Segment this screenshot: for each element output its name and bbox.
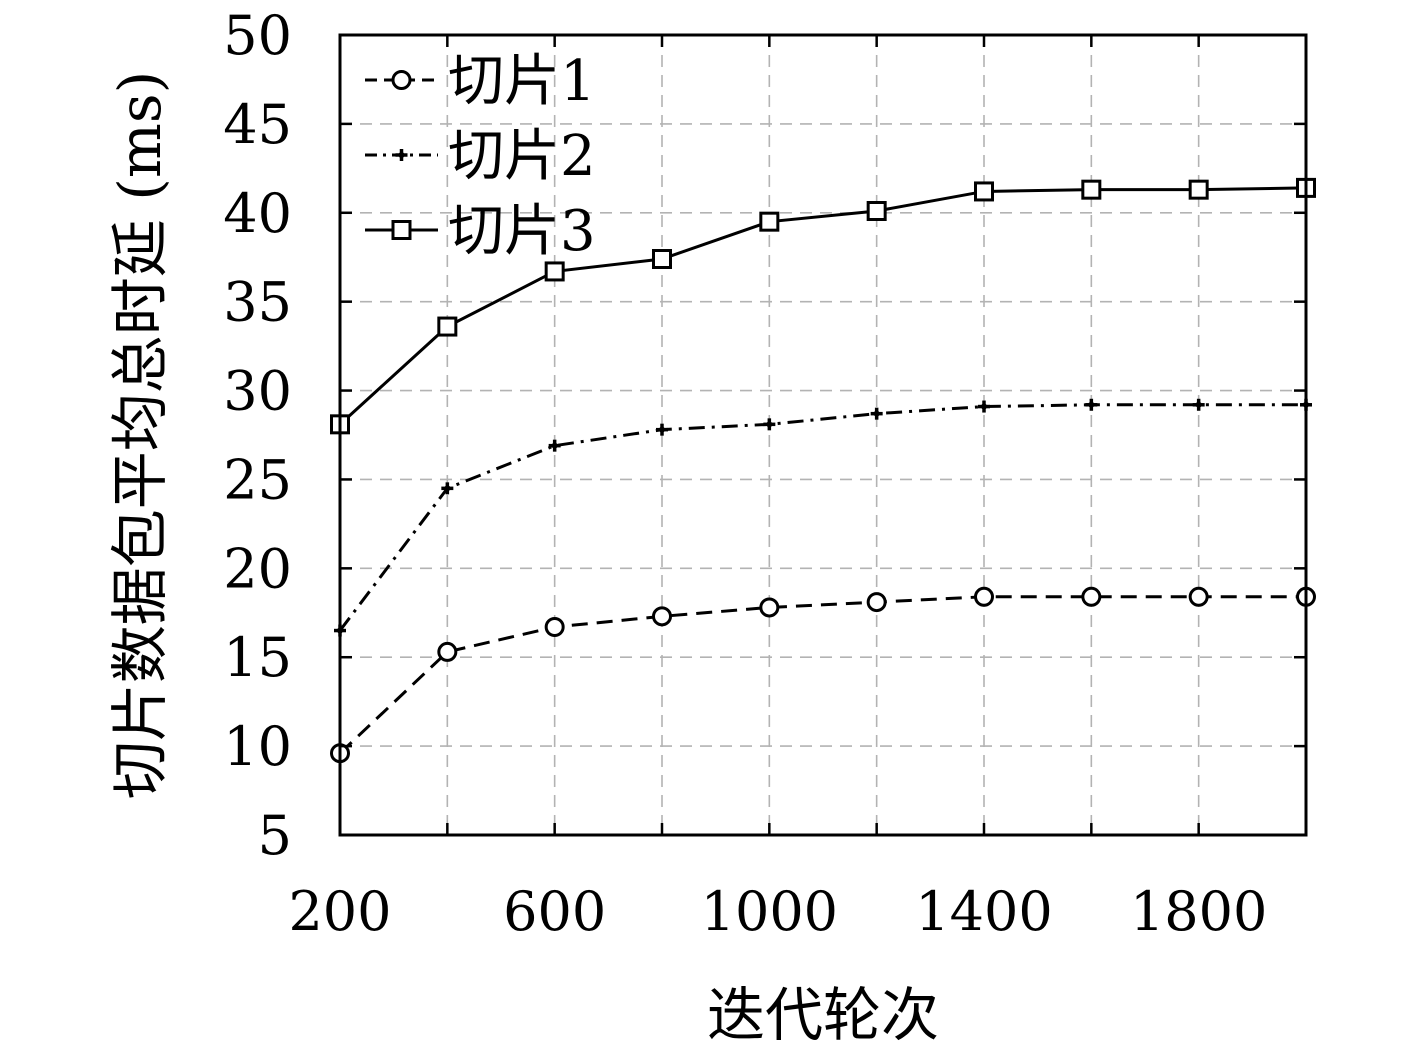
y-tick-label: 50 <box>223 4 292 67</box>
point-marker-plus <box>870 407 883 420</box>
plus-dot <box>551 442 558 449</box>
point-marker-circle <box>652 606 672 627</box>
point-marker-plus <box>395 149 408 161</box>
x-tick-label: 1000 <box>701 880 838 943</box>
y-tick-label: 30 <box>223 360 292 423</box>
x-tick-label: 1400 <box>915 880 1052 943</box>
point-marker-plus <box>763 418 776 431</box>
legend-entry-2: 切片2 <box>365 124 596 189</box>
point-marker-plus <box>656 423 668 436</box>
point-marker-circle <box>974 586 994 607</box>
point-marker-square <box>1188 179 1209 200</box>
point-marker-circle <box>759 597 780 618</box>
point-marker-plus <box>441 482 454 495</box>
point-marker-circle <box>544 617 565 637</box>
plus-dot <box>873 410 880 417</box>
series-2 <box>334 398 1312 637</box>
point-marker-plus <box>1085 398 1098 411</box>
plot-frame <box>338 33 1308 837</box>
series-line <box>338 403 1306 632</box>
legend-label: 切片2 <box>448 124 596 189</box>
point-marker-plus <box>978 400 990 413</box>
point-marker-circle <box>1081 586 1102 607</box>
y-axis-title: 切片数据包平均总时延 (ms) <box>106 71 174 799</box>
plus-dot <box>659 426 665 433</box>
y-tick-label: 25 <box>223 448 292 511</box>
point-marker-circle <box>437 641 458 662</box>
point-marker-square <box>759 211 780 232</box>
point-marker-square <box>391 220 412 240</box>
legend-entry-3: 切片3 <box>365 199 596 264</box>
y-tick-label: 5 <box>258 804 292 867</box>
point-marker-plus <box>1192 398 1205 411</box>
point-marker-plus <box>548 439 561 452</box>
point-marker-circle <box>1188 586 1209 607</box>
y-tick-label: 35 <box>223 271 292 334</box>
point-marker-circle <box>866 592 887 613</box>
plus-dot <box>1088 401 1095 408</box>
point-marker-square <box>652 249 672 269</box>
series-3 <box>330 177 1316 435</box>
x-tick-label: 200 <box>288 880 391 943</box>
y-tick-label: 20 <box>223 537 292 600</box>
point-marker-square <box>544 261 565 282</box>
x-tick-label: 600 <box>503 880 606 943</box>
y-tick-label: 40 <box>223 182 292 245</box>
point-marker-square <box>437 316 458 337</box>
legend-label: 切片3 <box>448 199 596 264</box>
point-marker-circle <box>391 70 412 90</box>
series-line <box>338 595 1306 755</box>
legend-label: 切片1 <box>448 49 596 114</box>
y-tick-label: 10 <box>223 715 292 778</box>
y-tick-label: 45 <box>223 93 292 156</box>
plus-dot <box>398 152 405 158</box>
series-line <box>338 186 1307 426</box>
x-tick-label: 1800 <box>1130 880 1267 943</box>
x-axis-title: 迭代轮次 <box>707 981 939 1049</box>
legend-entry-1: 切片1 <box>365 49 596 114</box>
point-marker-square <box>866 201 887 221</box>
point-marker-square <box>974 181 994 202</box>
y-tick-label: 15 <box>223 626 292 689</box>
plus-dot <box>444 485 451 492</box>
series-1 <box>330 586 1316 764</box>
point-marker-square <box>1081 179 1102 200</box>
plus-dot <box>1195 401 1202 408</box>
plus-dot <box>981 403 987 410</box>
plus-dot <box>766 421 773 428</box>
